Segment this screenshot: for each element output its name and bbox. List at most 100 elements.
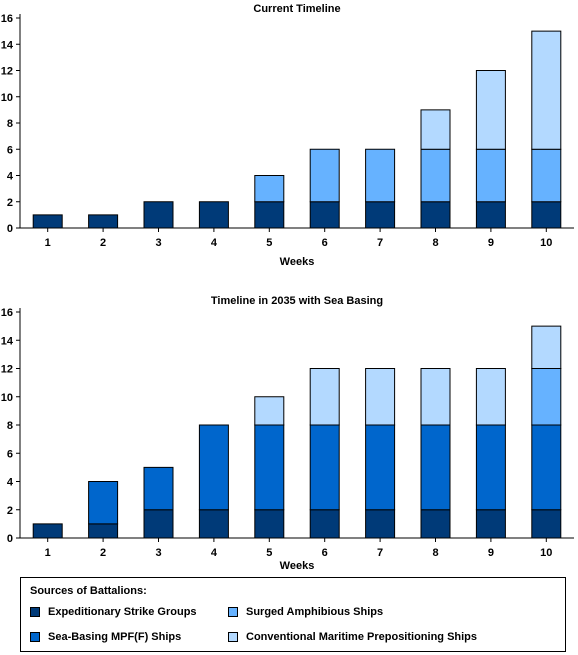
bar-segment-expeditionary-strike-groups xyxy=(365,509,396,539)
x-tick-label: 10 xyxy=(540,547,552,559)
legend-item-surged-amphibious-ships: Surged Amphibious Ships xyxy=(228,606,383,618)
bar-segment-expeditionary-strike-groups xyxy=(475,201,506,229)
x-tick-label: 7 xyxy=(377,547,383,559)
y-tick-label: 0 xyxy=(7,533,13,545)
y-tick-label: 4 xyxy=(7,171,14,183)
bar-segment-conventional-maritime-prepositioning-ships xyxy=(531,30,562,150)
legend-label: Sea-Basing MPF(F) Ships xyxy=(48,631,182,643)
x-axis-label: Weeks xyxy=(280,256,315,268)
bar-segment-conventional-maritime-prepositioning-ships xyxy=(420,368,451,426)
bar-segment-conventional-maritime-prepositioning-ships xyxy=(254,396,285,426)
bar-segment-conventional-maritime-prepositioning-ships xyxy=(475,368,506,426)
x-tick-label: 8 xyxy=(432,237,438,249)
legend-label: Expeditionary Strike Groups xyxy=(48,606,197,618)
bar-segment-sea-basing-mpf-f-ships xyxy=(254,424,285,511)
x-tick-label: 9 xyxy=(488,547,494,559)
y-tick-label: 2 xyxy=(7,505,13,517)
y-tick-label: 14 xyxy=(1,335,14,347)
y-tick-label: 16 xyxy=(1,307,13,319)
y-tick-label: 4 xyxy=(7,477,14,489)
legend-label: Surged Amphibious Ships xyxy=(246,606,384,618)
bar-segment-expeditionary-strike-groups xyxy=(88,214,119,229)
x-tick-label: 1 xyxy=(45,547,51,559)
x-tick-label: 6 xyxy=(322,547,328,559)
y-tick-label: 14 xyxy=(1,39,14,51)
y-tick-label: 8 xyxy=(7,420,13,432)
legend-title: Sources of Battalions: xyxy=(30,585,147,597)
bar-segment-expeditionary-strike-groups xyxy=(420,509,451,539)
bar-segment-conventional-maritime-prepositioning-ships xyxy=(365,368,396,426)
bar-segment-surged-amphibious-ships xyxy=(531,148,562,203)
x-tick-label: 8 xyxy=(432,547,438,559)
bar-segment-expeditionary-strike-groups xyxy=(32,214,63,229)
sea-basing-timeline-chart: Timeline in 2035 with Sea Basing 0 2 4 6 8 10 1… xyxy=(1,295,574,572)
x-tick-label: 9 xyxy=(488,237,494,249)
bar-segment-sea-basing-mpf-f-ships xyxy=(143,466,174,511)
bar-segment-expeditionary-strike-groups xyxy=(365,201,396,229)
y-tick-label: 12 xyxy=(1,66,13,78)
bar-segment-conventional-maritime-prepositioning-ships xyxy=(475,70,506,150)
bar-segment-expeditionary-strike-groups xyxy=(254,509,285,539)
y-tick-label: 8 xyxy=(7,118,13,130)
chart-title: Current Timeline xyxy=(253,3,340,15)
bar-segment-sea-basing-mpf-f-ships xyxy=(531,424,562,511)
bar-segment-sea-basing-mpf-f-ships xyxy=(365,424,396,511)
legend-swatch xyxy=(30,632,40,642)
y-tick-label: 12 xyxy=(1,364,13,376)
chart-title: Timeline in 2035 with Sea Basing xyxy=(211,295,383,307)
bar-segment-sea-basing-mpf-f-ships xyxy=(309,424,340,511)
y-tick-label: 6 xyxy=(7,448,13,460)
x-tick-label: 2 xyxy=(100,237,106,249)
bar-segment-conventional-maritime-prepositioning-ships xyxy=(420,109,451,150)
bar-segment-sea-basing-mpf-f-ships xyxy=(420,424,451,511)
legend-swatch xyxy=(228,632,238,642)
bar-segment-expeditionary-strike-groups xyxy=(309,201,340,229)
bar-segment-expeditionary-strike-groups xyxy=(475,509,506,539)
bar-segment-surged-amphibious-ships xyxy=(420,148,451,203)
legend-item-sea-basing-mpff-ships: Sea-Basing MPF(F) Ships xyxy=(30,631,181,643)
x-tick-label: 5 xyxy=(266,547,272,559)
x-tick-label: 3 xyxy=(155,237,161,249)
y-tick-label: 16 xyxy=(1,13,13,25)
x-tick-label: 4 xyxy=(211,237,218,249)
bar-segment-expeditionary-strike-groups xyxy=(531,201,562,229)
bar-segment-sea-basing-mpf-f-ships xyxy=(198,424,229,511)
bar-segment-expeditionary-strike-groups xyxy=(143,509,174,539)
bar-segment-surged-amphibious-ships xyxy=(365,148,396,203)
x-tick-label: 2 xyxy=(100,547,106,559)
legend-item-conventional-maritime-prepositioning-ships: Conventional Maritime Prepositioning Shi… xyxy=(228,631,477,643)
bar-segment-expeditionary-strike-groups xyxy=(309,509,340,539)
legend-swatch xyxy=(30,607,40,617)
legend-label: Conventional Maritime Prepositioning Shi… xyxy=(246,631,478,643)
bar-segment-expeditionary-strike-groups xyxy=(531,509,562,539)
y-tick-label: 2 xyxy=(7,197,13,209)
x-tick-label: 5 xyxy=(266,237,272,249)
bar-segment-surged-amphibious-ships xyxy=(254,175,285,203)
y-tick-label: 10 xyxy=(1,92,13,104)
x-tick-label: 1 xyxy=(45,237,51,249)
y-tick-label: 6 xyxy=(7,144,13,156)
bar-segment-conventional-maritime-prepositioning-ships xyxy=(531,325,562,369)
bar-segment-sea-basing-mpf-f-ships xyxy=(88,481,119,525)
legend: Sources of Battalions: Expeditionary Str… xyxy=(20,577,566,652)
x-tick-label: 10 xyxy=(540,237,552,249)
x-axis-label: Weeks xyxy=(280,560,315,572)
bar-segment-expeditionary-strike-groups xyxy=(198,201,229,229)
y-tick-label: 0 xyxy=(7,223,13,235)
bar-segment-sea-basing-mpf-f-ships xyxy=(475,424,506,511)
bar-segment-expeditionary-strike-groups xyxy=(254,201,285,229)
x-tick-label: 4 xyxy=(211,547,218,559)
bar-segment-surged-amphibious-ships xyxy=(309,148,340,203)
bar-segment-expeditionary-strike-groups xyxy=(198,509,229,539)
x-tick-label: 6 xyxy=(322,237,328,249)
legend-item-expeditionary-strike-groups: Expeditionary Strike Groups xyxy=(30,606,197,618)
bar-segment-surged-amphibious-ships xyxy=(475,148,506,203)
bar-segment-conventional-maritime-prepositioning-ships xyxy=(309,368,340,426)
legend-swatch xyxy=(228,607,238,617)
bar-segment-surged-amphibious-ships xyxy=(531,368,562,426)
bar-segment-expeditionary-strike-groups xyxy=(88,523,119,539)
y-tick-label: 10 xyxy=(1,392,13,404)
x-tick-label: 3 xyxy=(155,547,161,559)
bar-segment-expeditionary-strike-groups xyxy=(420,201,451,229)
